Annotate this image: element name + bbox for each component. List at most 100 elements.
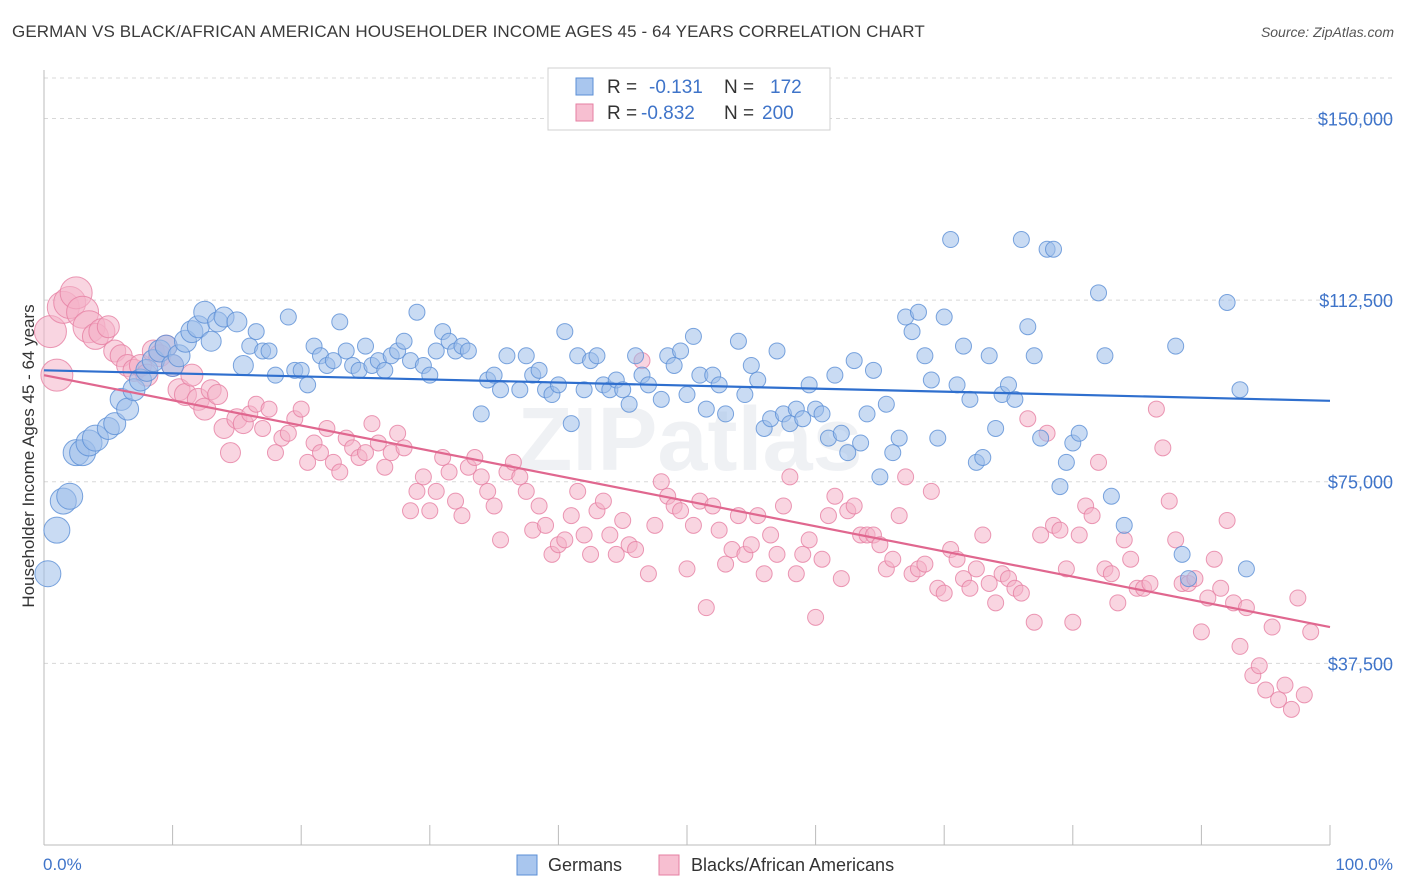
german-point xyxy=(813,405,831,423)
black-point xyxy=(530,497,548,515)
x-tick-label-min: 0.0% xyxy=(43,855,82,874)
legend-r-label-2: R = xyxy=(607,103,637,124)
black-point xyxy=(472,468,490,486)
black-point xyxy=(916,555,934,573)
black-point xyxy=(1154,439,1172,457)
german-point xyxy=(279,308,297,326)
german-point xyxy=(43,516,71,544)
german-point xyxy=(324,352,342,370)
black-point xyxy=(678,560,696,578)
black-point xyxy=(260,400,278,418)
black-point xyxy=(813,550,831,568)
black-point xyxy=(299,453,317,471)
german-point xyxy=(299,376,317,394)
german-point xyxy=(1000,376,1017,394)
german-point xyxy=(1167,337,1185,355)
german-point xyxy=(877,395,895,413)
black-point xyxy=(922,482,940,500)
german-point xyxy=(1045,240,1063,258)
black-point xyxy=(479,482,497,500)
black-point xyxy=(511,468,529,486)
german-point xyxy=(408,303,426,321)
german-point xyxy=(974,449,992,466)
black-point xyxy=(266,444,284,462)
black-point xyxy=(492,531,510,549)
black-point xyxy=(96,315,120,339)
german-point xyxy=(1019,318,1037,336)
black-point xyxy=(987,594,1005,612)
legend-swatch-blacks xyxy=(575,103,594,122)
black-point xyxy=(826,487,844,505)
german-point xyxy=(871,468,889,486)
german-point xyxy=(1237,560,1255,578)
german-point xyxy=(395,332,413,350)
black-point xyxy=(762,526,780,544)
black-point xyxy=(517,482,535,500)
black-point xyxy=(781,468,799,486)
german-point xyxy=(331,313,349,331)
german-point xyxy=(935,308,953,326)
german-point xyxy=(530,361,548,379)
black-point xyxy=(1057,560,1075,578)
german-point xyxy=(954,337,972,355)
black-point xyxy=(935,584,953,602)
black-point xyxy=(1090,453,1108,471)
german-point xyxy=(511,381,529,399)
german-point xyxy=(614,381,632,399)
black-point xyxy=(408,482,426,500)
german-point xyxy=(232,354,254,376)
black-point xyxy=(279,424,297,442)
german-point xyxy=(852,434,870,452)
legend-n-label-1: N = xyxy=(724,77,754,98)
black-point xyxy=(363,415,381,433)
black-point xyxy=(575,526,593,544)
black-point xyxy=(684,516,702,534)
black-point xyxy=(890,507,908,525)
black-point xyxy=(1192,623,1210,641)
german-point xyxy=(459,342,477,360)
chart-title: GERMAN VS BLACK/AFRICAN AMERICAN HOUSEHO… xyxy=(12,22,925,41)
black-point xyxy=(376,458,394,476)
black-point xyxy=(594,492,612,510)
black-point xyxy=(1276,676,1294,694)
x-tick-label-max: 100.0% xyxy=(1335,855,1393,874)
black-point xyxy=(1289,589,1307,607)
black-point xyxy=(884,550,902,568)
bottom-legend-label-blacks: Blacks/African Americans xyxy=(691,855,894,875)
german-point xyxy=(1231,381,1249,399)
black-point xyxy=(607,545,625,563)
german-point xyxy=(729,332,747,350)
black-point xyxy=(717,555,735,573)
german-point xyxy=(562,415,580,433)
y-tick-label-2: $75,000 xyxy=(1328,473,1393,493)
black-point xyxy=(1012,584,1030,602)
black-point xyxy=(180,363,204,387)
watermark: ZIPatlas xyxy=(517,390,862,490)
black-point xyxy=(1212,579,1230,597)
axes xyxy=(43,70,1331,846)
german-point xyxy=(749,371,767,389)
black-point xyxy=(897,468,915,486)
series-blacks-points xyxy=(33,276,1320,718)
black-point xyxy=(440,463,458,481)
german-point xyxy=(492,381,510,399)
black-point xyxy=(768,545,786,563)
german-point xyxy=(1006,390,1024,408)
y-tick-label-1: $112,500 xyxy=(1319,291,1393,311)
y-tick-label-3: $37,500 xyxy=(1328,654,1393,674)
black-point xyxy=(1070,526,1088,544)
german-point xyxy=(826,366,844,384)
y-axis-label: Householder Income Ages 45 - 64 years xyxy=(19,304,38,607)
black-point xyxy=(40,358,74,392)
german-point xyxy=(1218,294,1236,311)
black-point xyxy=(1263,618,1281,636)
trend-line-blacks xyxy=(43,374,1331,629)
black-point xyxy=(582,545,600,563)
black-point xyxy=(1115,531,1133,549)
german-point xyxy=(678,386,696,404)
german-point xyxy=(800,376,818,394)
black-point xyxy=(845,497,863,515)
black-point xyxy=(1025,613,1043,631)
black-point xyxy=(292,400,310,418)
black-point xyxy=(710,521,728,539)
